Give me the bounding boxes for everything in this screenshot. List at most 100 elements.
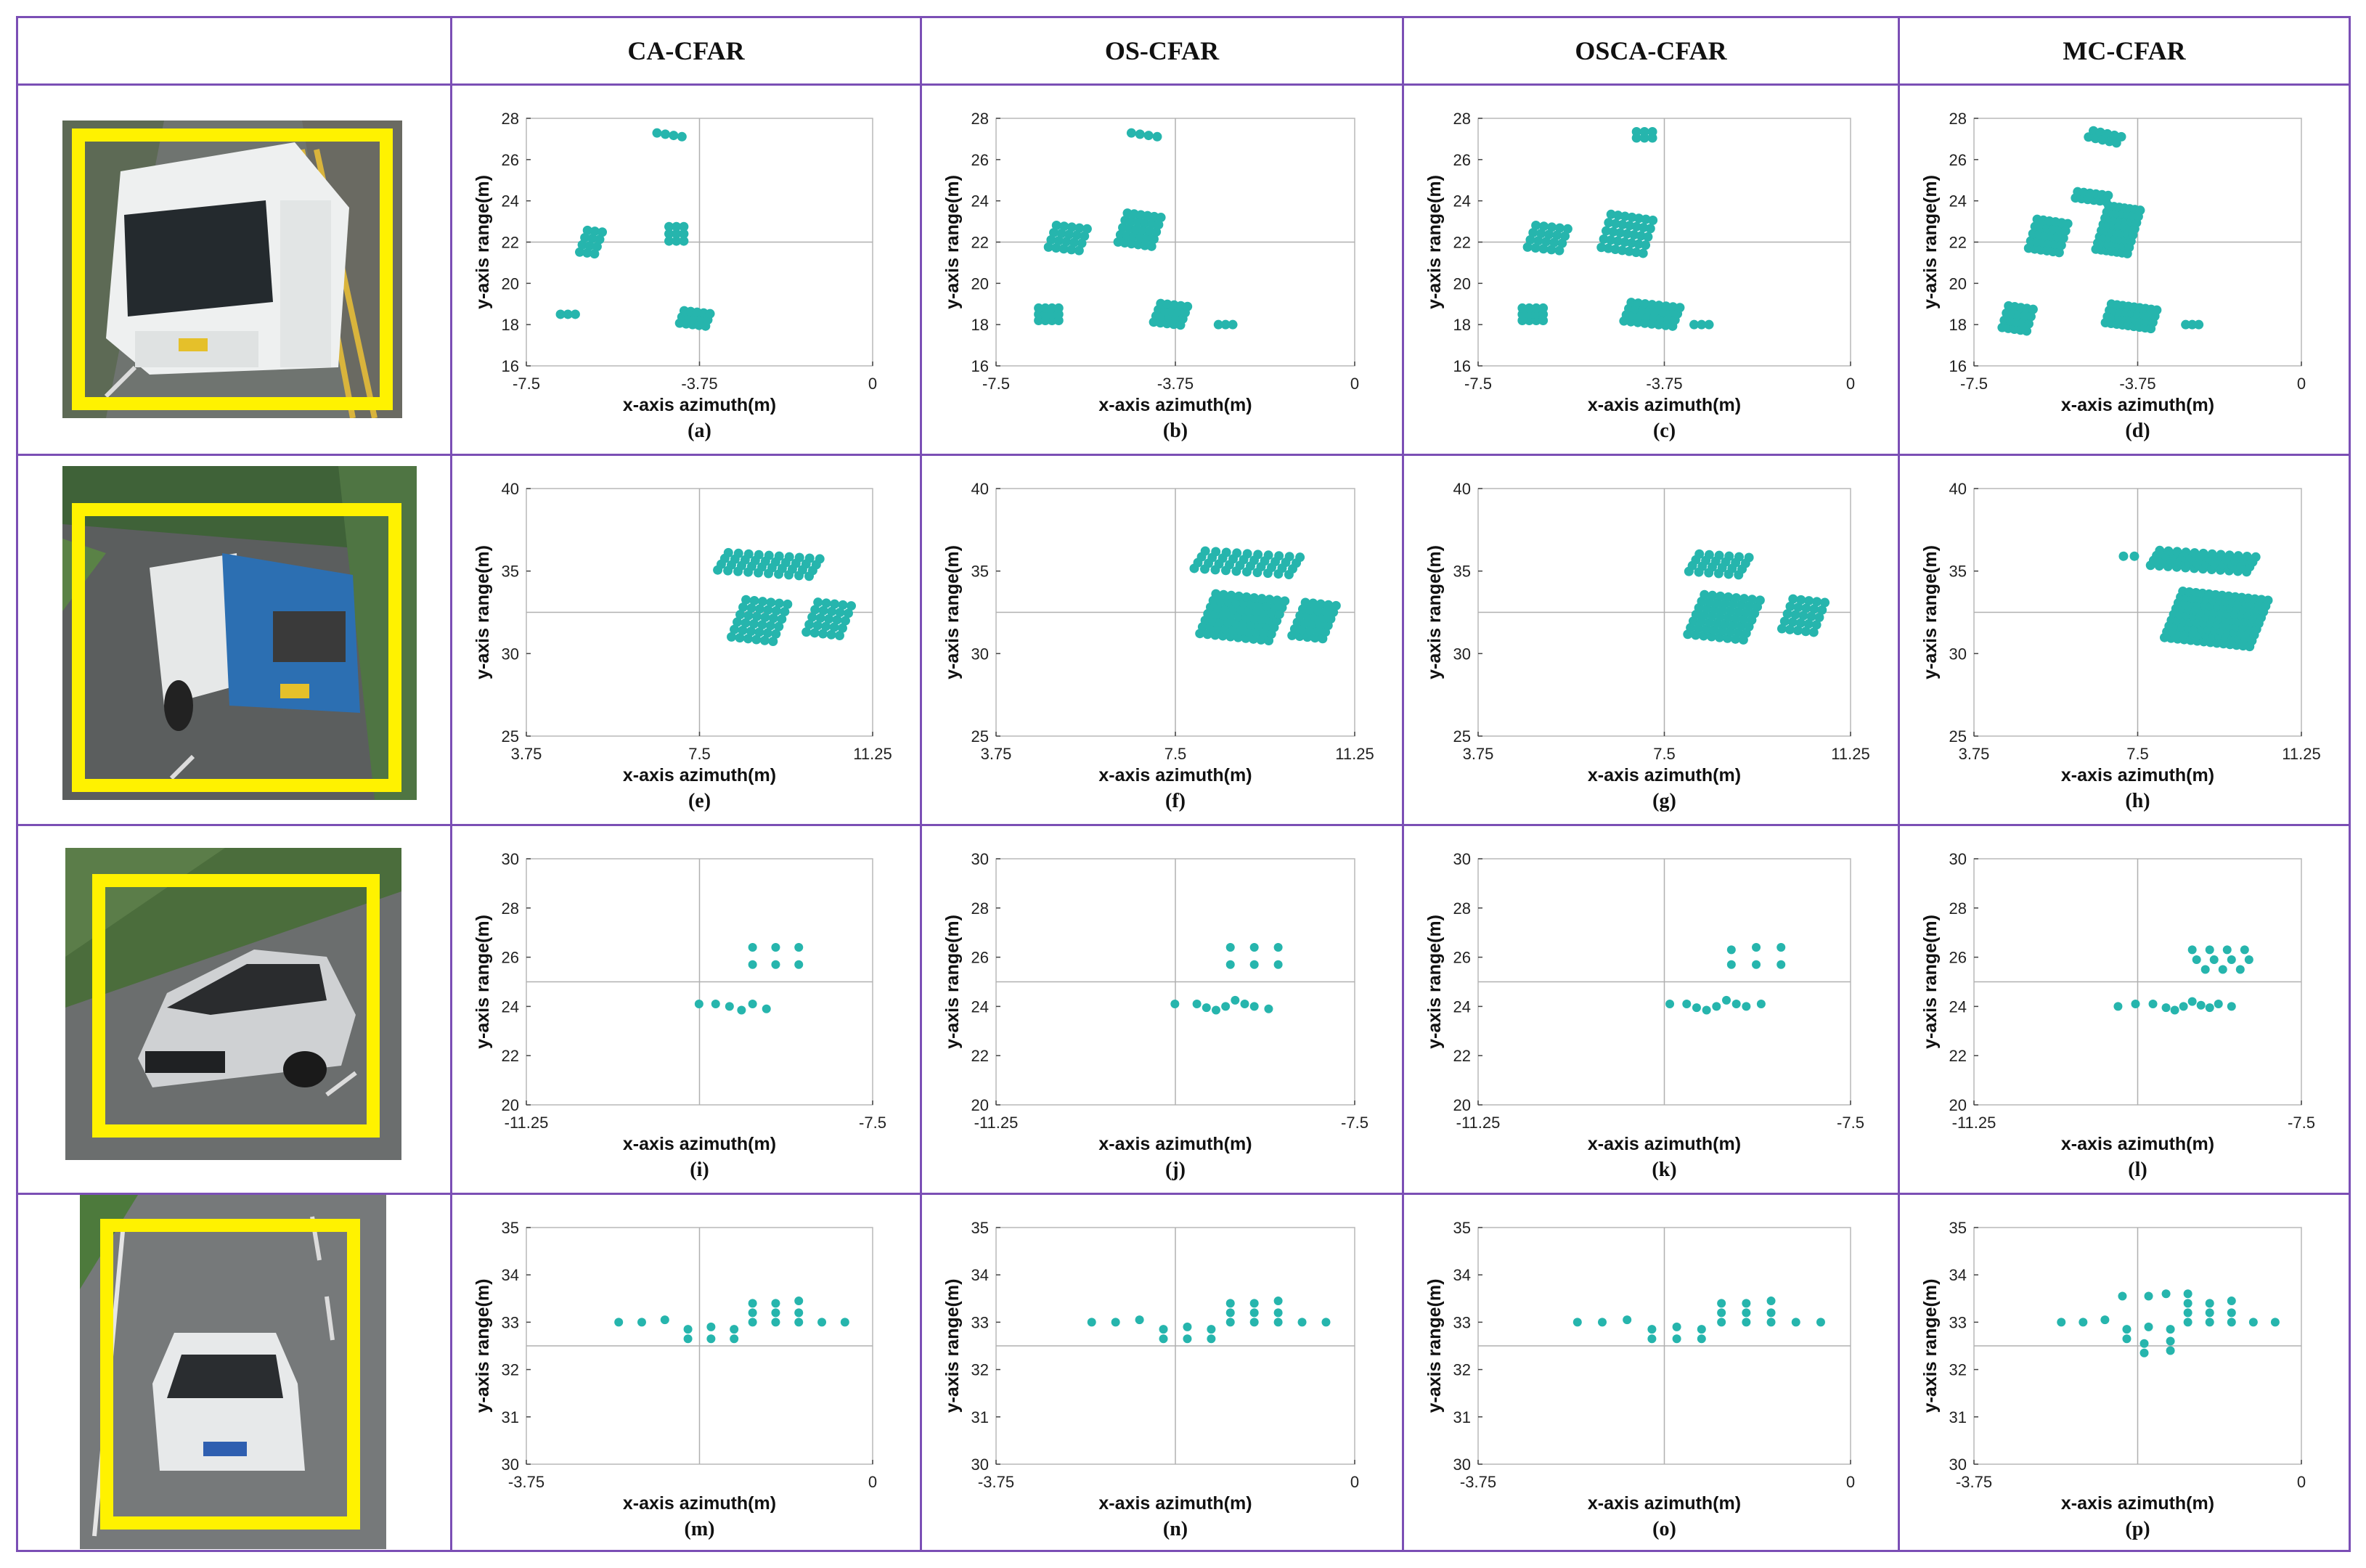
data-point — [1806, 611, 1816, 621]
data-point — [1143, 131, 1154, 141]
data-point — [738, 602, 748, 612]
data-point — [2139, 1348, 2149, 1357]
x-tick-label: -11.25 — [1952, 1114, 1996, 1132]
x-axis-label: x-axis azimuth(m) — [2061, 1493, 2214, 1514]
data-point — [748, 618, 759, 629]
y-tick-label: 22 — [1453, 234, 1471, 252]
data-point — [2183, 1308, 2192, 1318]
data-point — [804, 553, 815, 563]
data-point — [2054, 248, 2064, 258]
data-point — [679, 229, 689, 239]
y-tick-label: 26 — [1949, 151, 1967, 169]
data-point — [2063, 219, 2073, 229]
x-tick-label: 7.5 — [688, 745, 711, 763]
data-point — [812, 621, 823, 631]
data-point — [2060, 226, 2071, 236]
data-point — [2183, 1318, 2192, 1327]
y-axis-label: y-axis range(m) — [1424, 545, 1445, 679]
x-tick-label: -3.75 — [681, 375, 717, 393]
data-point — [2058, 233, 2068, 243]
data-point — [2166, 1336, 2175, 1346]
data-point — [1273, 1297, 1283, 1306]
y-axis-label: y-axis range(m) — [942, 915, 963, 1049]
y-axis-label: y-axis range(m) — [473, 1279, 493, 1413]
data-point — [2103, 190, 2113, 200]
data-point — [1636, 231, 1646, 241]
data-point — [1629, 229, 1639, 240]
data-point — [748, 1000, 757, 1009]
x-axis-label: x-axis azimuth(m) — [1098, 395, 1252, 415]
data-point — [1149, 234, 1159, 244]
data-point — [751, 611, 762, 621]
data-point — [2183, 1289, 2192, 1299]
x-tick-label: 0 — [2297, 375, 2306, 393]
panel-label: (f) — [1165, 790, 1186, 812]
x-tick-label: -7.5 — [1837, 1114, 1864, 1132]
data-point — [563, 309, 573, 319]
data-point — [1631, 221, 1641, 232]
figure-grid: CA-CFAR OS-CFAR OSCA-CFAR MC-CFAR — [16, 16, 2351, 1552]
y-tick-label: 18 — [971, 316, 989, 334]
data-point — [743, 634, 753, 644]
data-point — [1618, 219, 1628, 229]
y-tick-label: 33 — [1453, 1313, 1471, 1331]
data-point — [1752, 960, 1761, 969]
data-point — [1776, 624, 1787, 634]
x-tick-label: -3.75 — [2119, 375, 2155, 393]
data-point — [1531, 221, 1541, 231]
data-point — [1801, 603, 1811, 613]
data-point — [1135, 129, 1145, 139]
x-axis-label: x-axis azimuth(m) — [2061, 1134, 2214, 1154]
data-point — [2166, 1346, 2175, 1355]
data-point — [1225, 960, 1235, 969]
y-tick-label: 33 — [1949, 1313, 1967, 1331]
data-point — [711, 1000, 720, 1009]
panel-label: (h) — [2125, 790, 2150, 812]
data-point — [2192, 955, 2201, 964]
data-point — [2227, 1318, 2236, 1327]
y-tick-label: 26 — [502, 151, 519, 169]
data-point — [794, 1318, 804, 1327]
data-point — [2235, 965, 2245, 974]
y-tick-label: 40 — [971, 480, 989, 498]
data-point — [1800, 626, 1811, 637]
y-tick-label: 30 — [1949, 1455, 1967, 1474]
y-tick-label: 20 — [971, 1096, 989, 1114]
x-tick-label: -11.25 — [1456, 1114, 1501, 1132]
data-point — [1633, 298, 1643, 309]
y-tick-label: 24 — [1949, 192, 1967, 211]
data-point — [683, 1334, 693, 1344]
data-point — [1712, 1002, 1721, 1011]
data-point — [1742, 1318, 1751, 1327]
data-point — [592, 242, 602, 252]
panel-label: (a) — [688, 420, 711, 442]
data-point — [794, 960, 804, 969]
y-tick-label: 24 — [1453, 192, 1471, 211]
data-point — [1708, 590, 1718, 600]
y-tick-label: 30 — [1453, 645, 1471, 663]
chart-svg: 25 30 35 40 3.75 7.5 11.25 x-axis azimuth(m) y-a… — [473, 480, 892, 812]
data-point — [1249, 960, 1259, 969]
data-point — [1785, 601, 1795, 611]
data-point — [771, 629, 781, 639]
panel-label: (c) — [1653, 420, 1676, 442]
data-point — [794, 1308, 804, 1318]
x-tick-label: 11.25 — [1335, 745, 1374, 763]
data-point — [1069, 237, 1079, 248]
x-tick-label: -7.5 — [1464, 375, 1492, 393]
data-point — [590, 249, 600, 259]
y-tick-label: 30 — [971, 850, 989, 868]
data-point — [2026, 311, 2036, 322]
data-point — [1183, 301, 1193, 311]
data-point — [2144, 1291, 2153, 1301]
scatter-chart-mc-cfar: 25 30 35 40 3.75 7.5 11.25 x-axis azimuth(m) y-a… — [1898, 454, 2346, 822]
scatter-chart-os-cfar: 30 31 32 33 34 35 -3.75 0 x-axis azimuth(m) y-axi… — [920, 1193, 1400, 1550]
scatter-chart-os-cfar: 20 22 24 26 28 30 -11.25 -7.5 x-axis azimuth(m) y… — [920, 824, 1400, 1191]
data-point — [1315, 599, 1326, 609]
y-tick-label: 20 — [502, 274, 519, 293]
chart-svg: 30 31 32 33 34 35 -3.75 0 x-axis azimuth(m) y-axi… — [1424, 1219, 1855, 1540]
data-point — [1539, 221, 1549, 232]
panel-label: (m) — [685, 1518, 715, 1540]
data-point — [794, 1297, 804, 1306]
data-point — [2118, 1291, 2127, 1301]
